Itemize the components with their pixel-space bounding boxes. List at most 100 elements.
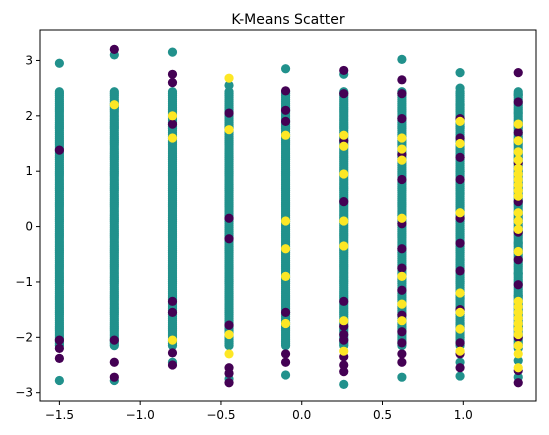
data-point bbox=[339, 169, 349, 179]
data-point bbox=[280, 116, 291, 126]
data-point bbox=[339, 335, 349, 345]
data-point bbox=[513, 329, 523, 340]
data-point bbox=[280, 370, 291, 380]
data-point bbox=[280, 216, 291, 226]
data-point bbox=[54, 58, 64, 68]
data-point bbox=[167, 87, 178, 97]
data-point bbox=[167, 47, 178, 57]
data-point bbox=[224, 329, 234, 340]
data-point bbox=[54, 335, 64, 345]
data-point bbox=[513, 378, 523, 388]
data-point bbox=[397, 144, 407, 154]
data-point bbox=[54, 353, 64, 363]
data-point bbox=[397, 372, 407, 382]
data-point bbox=[397, 133, 407, 143]
data-point bbox=[397, 271, 407, 282]
data-point bbox=[513, 224, 523, 234]
chart-title: K-Means Scatter bbox=[231, 12, 344, 28]
data-point bbox=[109, 44, 119, 54]
data-point bbox=[455, 346, 465, 356]
data-point bbox=[54, 145, 64, 155]
data-point bbox=[397, 263, 407, 273]
x-axis: −1.5 −1.0 −0.5 0.0 0.5 1.0 bbox=[45, 401, 473, 422]
axes-frame bbox=[39, 29, 537, 402]
data-point bbox=[339, 241, 349, 251]
data-point bbox=[224, 125, 234, 135]
data-point bbox=[455, 307, 465, 318]
data-point bbox=[339, 346, 349, 356]
data-point bbox=[167, 133, 178, 143]
data-point bbox=[397, 155, 407, 165]
data-point bbox=[513, 341, 523, 351]
data-point bbox=[455, 277, 465, 287]
x-tick-label: 1.0 bbox=[454, 408, 473, 422]
data-point bbox=[339, 141, 349, 151]
data-point bbox=[224, 349, 234, 359]
data-point bbox=[224, 378, 234, 388]
data-point bbox=[513, 280, 523, 290]
data-point bbox=[109, 335, 119, 345]
point-column bbox=[224, 87, 234, 351]
data-point bbox=[224, 234, 234, 244]
data-point bbox=[455, 255, 465, 265]
data-point bbox=[455, 138, 465, 149]
data-point bbox=[397, 89, 407, 99]
data-point bbox=[167, 296, 178, 306]
data-point bbox=[455, 83, 465, 93]
data-point bbox=[513, 208, 523, 218]
data-point bbox=[455, 152, 465, 162]
data-point bbox=[339, 130, 349, 140]
data-point bbox=[339, 216, 349, 226]
data-point bbox=[513, 108, 523, 118]
data-point bbox=[513, 97, 523, 107]
data-point bbox=[513, 216, 523, 226]
y-axis: −3 −2 −1 0 1 2 3 bbox=[15, 53, 40, 400]
data-point bbox=[455, 371, 465, 381]
data-point bbox=[397, 299, 407, 309]
data-point bbox=[513, 349, 523, 359]
data-point bbox=[455, 363, 465, 373]
data-point bbox=[167, 348, 178, 358]
data-point bbox=[513, 238, 523, 248]
data-point bbox=[455, 324, 465, 334]
data-point bbox=[455, 208, 465, 218]
data-point bbox=[397, 327, 407, 337]
data-point bbox=[224, 320, 234, 330]
data-point bbox=[339, 89, 349, 99]
data-point bbox=[513, 246, 523, 257]
data-point bbox=[339, 360, 349, 370]
data-point bbox=[455, 166, 465, 176]
data-point bbox=[167, 69, 178, 79]
x-tick-label: 0.5 bbox=[373, 408, 392, 422]
data-point bbox=[397, 174, 407, 185]
data-point bbox=[339, 65, 349, 76]
data-point bbox=[455, 288, 465, 298]
data-point bbox=[455, 238, 465, 248]
data-point bbox=[455, 174, 465, 185]
data-point bbox=[513, 119, 523, 129]
data-point bbox=[54, 343, 64, 353]
data-point bbox=[280, 318, 291, 329]
cluster-2-points bbox=[109, 73, 523, 373]
data-point bbox=[280, 64, 291, 74]
data-point bbox=[280, 105, 291, 115]
data-point bbox=[339, 316, 349, 326]
data-point bbox=[513, 127, 523, 138]
data-point bbox=[280, 271, 291, 282]
data-point bbox=[455, 100, 465, 110]
data-point bbox=[513, 363, 523, 373]
point-column bbox=[54, 87, 64, 351]
data-point bbox=[339, 296, 349, 306]
x-tick-label: −0.5 bbox=[206, 408, 235, 422]
data-point bbox=[397, 349, 407, 359]
data-point bbox=[455, 116, 465, 126]
data-point bbox=[455, 266, 465, 276]
data-point bbox=[513, 90, 523, 100]
x-tick-label: 0.0 bbox=[292, 408, 311, 422]
data-point bbox=[167, 335, 178, 345]
y-tick-label: −3 bbox=[15, 386, 33, 400]
data-point bbox=[513, 191, 523, 201]
data-point bbox=[167, 119, 178, 129]
y-tick-label: −1 bbox=[15, 275, 33, 289]
data-point bbox=[224, 80, 234, 90]
